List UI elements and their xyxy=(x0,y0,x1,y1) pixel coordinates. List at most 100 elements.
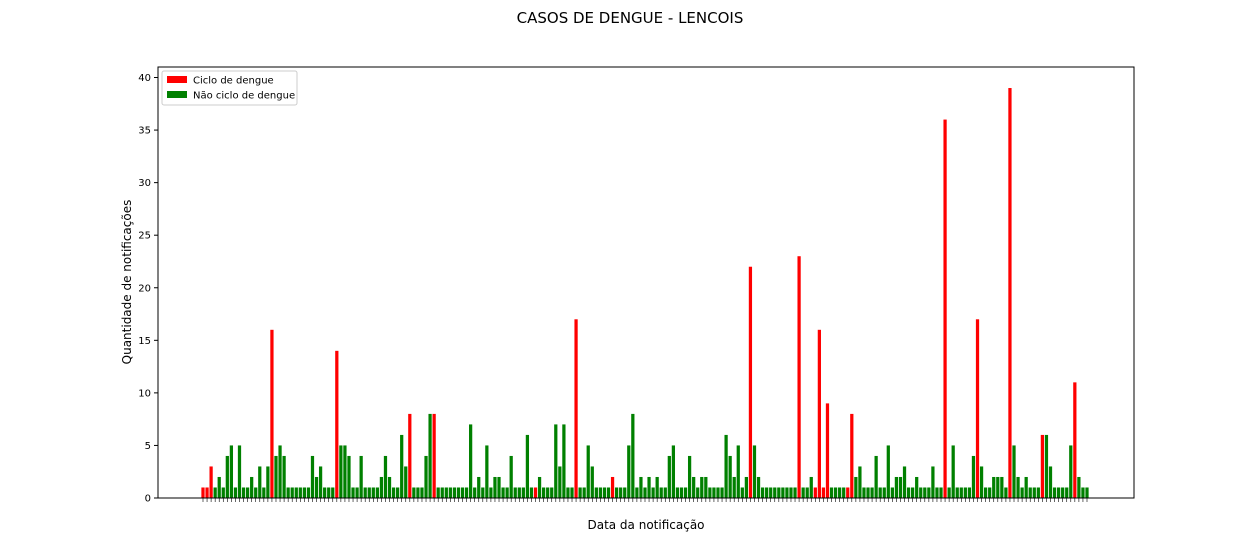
bar xyxy=(833,487,838,498)
y-tick-label: 15 xyxy=(138,336,151,347)
bar xyxy=(923,487,927,498)
bar xyxy=(542,487,546,498)
bar xyxy=(318,466,323,498)
bar xyxy=(359,455,363,498)
bar xyxy=(254,487,258,498)
bar xyxy=(375,487,379,498)
bar xyxy=(963,487,967,498)
bar xyxy=(720,487,724,498)
bar xyxy=(428,413,432,498)
bar xyxy=(700,476,704,498)
bar xyxy=(959,487,963,498)
bar xyxy=(436,487,440,498)
bar xyxy=(383,455,388,498)
bar xyxy=(927,487,931,498)
bar xyxy=(570,487,574,498)
bar xyxy=(387,476,392,498)
bars-group xyxy=(201,88,1089,499)
bar xyxy=(213,487,217,498)
bar xyxy=(1004,487,1008,498)
bar xyxy=(602,487,607,498)
bar xyxy=(931,466,935,498)
bar xyxy=(509,455,513,498)
bar xyxy=(258,466,262,498)
bar xyxy=(343,445,347,498)
bar xyxy=(473,487,477,498)
bar xyxy=(793,487,797,498)
bar xyxy=(562,424,566,498)
bar xyxy=(773,487,777,498)
bar xyxy=(1052,487,1057,498)
bar xyxy=(310,455,315,498)
bar xyxy=(1024,476,1028,498)
bar xyxy=(906,487,911,498)
bar xyxy=(866,487,870,498)
bar xyxy=(225,455,229,498)
bar xyxy=(898,476,903,498)
bar xyxy=(659,487,663,498)
bar xyxy=(1061,487,1065,498)
bar xyxy=(984,487,988,498)
legend-swatch xyxy=(167,91,187,98)
bar xyxy=(789,487,793,498)
bar xyxy=(943,119,947,498)
bar xyxy=(306,487,311,498)
bar xyxy=(752,445,757,498)
bar xyxy=(440,487,444,498)
bar xyxy=(493,476,497,498)
bar xyxy=(262,487,266,498)
bar xyxy=(785,487,789,498)
bar xyxy=(627,445,631,498)
bar xyxy=(728,455,732,498)
bar xyxy=(1040,434,1045,498)
bar xyxy=(270,329,274,498)
bar xyxy=(1056,487,1061,498)
bar xyxy=(286,487,290,498)
bar xyxy=(736,445,740,498)
bar xyxy=(1044,434,1049,498)
bar xyxy=(550,487,554,498)
bar xyxy=(825,403,830,498)
bar xyxy=(647,476,651,498)
bar xyxy=(760,487,765,498)
bar xyxy=(598,487,603,498)
bar xyxy=(241,487,246,498)
y-tick-label: 35 xyxy=(138,126,151,137)
y-tick-label: 0 xyxy=(145,494,151,505)
bar xyxy=(671,445,676,498)
bar xyxy=(663,487,667,498)
bar xyxy=(1077,476,1081,498)
bar xyxy=(396,487,400,498)
bar xyxy=(846,487,850,498)
legend-box xyxy=(161,70,298,106)
bar xyxy=(1065,487,1069,498)
bar xyxy=(732,476,736,498)
bar xyxy=(619,487,623,498)
bar xyxy=(245,487,250,498)
bar xyxy=(302,487,306,498)
bar xyxy=(781,487,785,498)
bar xyxy=(651,487,655,498)
bar xyxy=(517,487,521,498)
bar xyxy=(817,329,821,498)
bar xyxy=(404,466,408,498)
bar xyxy=(1073,382,1077,498)
bar xyxy=(432,413,436,498)
bar xyxy=(679,487,684,498)
bar xyxy=(554,424,558,498)
chart-title: CASOS DE DENGUE - LENCOIS xyxy=(517,9,744,27)
bar xyxy=(1008,88,1012,499)
bar xyxy=(209,466,213,498)
bar xyxy=(692,476,696,498)
bar xyxy=(278,445,282,498)
bar xyxy=(298,487,302,498)
bar xyxy=(870,487,874,498)
bar xyxy=(882,487,886,498)
bar xyxy=(635,487,639,498)
bar xyxy=(975,319,980,498)
bar xyxy=(610,476,615,498)
bar xyxy=(777,487,781,498)
bar xyxy=(915,476,919,498)
bar xyxy=(878,487,882,498)
bar xyxy=(347,455,351,498)
